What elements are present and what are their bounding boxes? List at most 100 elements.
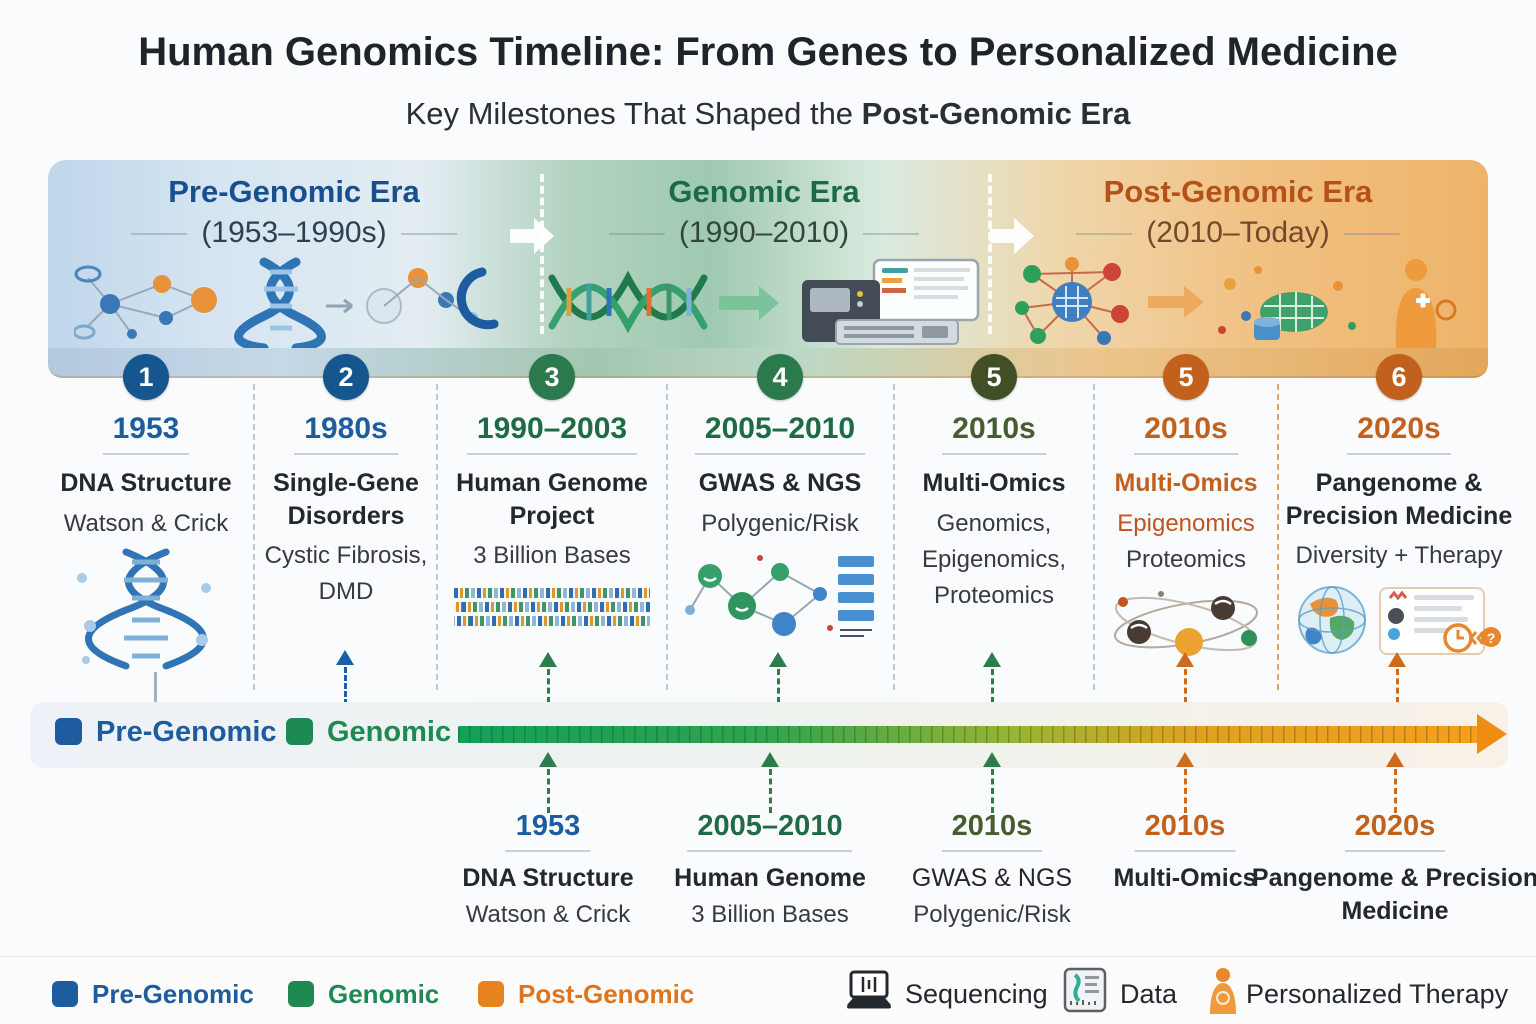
milestone-year: 1980s	[294, 412, 398, 455]
era-transition-arrow-icon	[990, 218, 1034, 254]
bottom-year: 1953	[505, 810, 591, 852]
milestone-title: Multi-Omics	[1114, 469, 1258, 497]
connector-up-arrow	[539, 652, 557, 703]
legend-label-personalized-therapy: Personalized Therapy	[1246, 979, 1509, 1009]
bottom-label-multi-omics: 2010s Multi-Omics	[1113, 810, 1256, 895]
milestone-sub: Polygenic/Risk	[701, 509, 859, 537]
milestone-title: Single-Gene Disorders	[273, 469, 419, 530]
milestone-year: 2010s	[1134, 412, 1238, 455]
legend-label-genomic: Genomic	[328, 979, 440, 1009]
molecules-dna-illustration	[74, 257, 499, 352]
omics-network-patient-illustration	[1015, 257, 1457, 348]
genome-barcode-illustration	[444, 588, 660, 626]
era-name: Post-Genomic Era	[1103, 174, 1373, 209]
milestone-number-badge: 1	[123, 354, 169, 400]
era-post-genomic: Post-Genomic Era (2010–Today)	[988, 160, 1488, 348]
bottom-label-pangenome: 2020s Pangenome & Precision Medicine	[1250, 810, 1536, 927]
era-divider	[540, 174, 544, 334]
bottom-title: DNA Structure	[462, 864, 634, 892]
personalized-therapy-person-icon	[1210, 968, 1236, 1014]
milestone-multi-omics-green: 5 2010s Multi-Omics Genomics, Epigenomic…	[900, 354, 1088, 614]
milestone-year: 2010s	[942, 412, 1046, 455]
milestone-sub: Watson & Crick	[63, 509, 229, 537]
page-subtitle: Key Milestones That Shaped the Post-Geno…	[0, 96, 1536, 132]
bottom-title: Pangenome & Precision Medicine	[1251, 864, 1536, 925]
decor-line	[131, 233, 188, 236]
milestone-sub: Proteomics	[933, 581, 1055, 609]
legend-label-sequencing: Sequencing	[905, 979, 1048, 1009]
column-divider	[1093, 384, 1095, 690]
bottom-label-dna-structure: 1953 DNA Structure Watson & Crick	[462, 810, 633, 929]
globe-icon	[1298, 586, 1366, 654]
milestone-number-badge: 6	[1376, 354, 1422, 400]
connector-up-arrow	[1176, 652, 1194, 703]
milestone-title: Human Genome Project	[456, 469, 648, 530]
era-dates-text: (1990–2010)	[678, 216, 850, 249]
era-transition-arrow-icon	[510, 218, 554, 254]
column-divider	[893, 384, 895, 690]
milestone-number-badge: 5	[971, 354, 1017, 400]
milestone-title: Multi-Omics	[922, 469, 1066, 497]
milestone-sub: Epigenomics,	[921, 545, 1067, 573]
bottom-sub: Watson & Crick	[465, 900, 631, 928]
legend-swatch-genomic	[288, 981, 314, 1007]
era-dates: (1953–1990s)	[48, 216, 540, 250]
milestone-title: Pangenome & Precision Medicine	[1285, 469, 1513, 530]
bottom-title: GWAS & NGS	[911, 864, 1073, 892]
milestone-dna-structure: 1 1953 DNA Structure Watson & Crick	[40, 354, 252, 681]
connector-up-arrow	[983, 752, 1001, 813]
data-tablet-icon	[1063, 967, 1107, 1013]
bottom-title: Multi-Omics	[1113, 864, 1257, 892]
era-band: Pre-Genomic Era (1953–1990s)	[48, 160, 1488, 352]
bottom-label-human-genome: 2005–2010 Human Genome 3 Billion Bases	[674, 810, 866, 929]
page-title: Human Genomics Timeline: From Genes to P…	[138, 30, 1398, 74]
timeline-arrow-shaft	[458, 726, 1480, 743]
column-divider	[1277, 384, 1279, 690]
milestone-sub: 3 Billion Bases	[473, 542, 631, 569]
bottom-sub: Polygenic/Risk	[913, 900, 1071, 928]
legend-swatch-post-genomic	[478, 981, 504, 1007]
decor-line	[1076, 233, 1133, 236]
question-mark-glyph: ?	[1487, 630, 1496, 646]
legend-label-pre-genomic: Pre-Genomic	[96, 716, 277, 748]
connector-up-arrow	[1386, 752, 1404, 813]
connector-up-arrow	[769, 652, 787, 703]
decor-line	[400, 233, 457, 236]
column-divider	[436, 384, 438, 690]
bottom-year: 2020s	[1344, 810, 1446, 852]
legend-label-pre-genomic: Pre-Genomic	[92, 979, 254, 1009]
subtitle-prefix: Key Milestones That Shaped the	[405, 96, 862, 131]
milestone-title: DNA Structure	[60, 469, 232, 497]
legend-swatch-pre-genomic	[52, 981, 78, 1007]
connector-up-arrow	[761, 752, 779, 813]
connector-up-arrow	[539, 752, 557, 813]
dna-sequencer-illustration	[548, 258, 980, 345]
bottom-year: 2005–2010	[687, 810, 853, 852]
connector-up-arrow	[1388, 652, 1406, 703]
era-pre-genomic: Pre-Genomic Era (1953–1990s)	[48, 160, 540, 352]
era-dates-text: (1953–1990s)	[201, 216, 387, 249]
milestone-year: 2020s	[1347, 412, 1451, 455]
column-divider	[253, 384, 255, 690]
era-dates: (1990–2010)	[540, 216, 988, 250]
milestone-sub: Genomics,	[936, 509, 1052, 537]
era-name: Genomic Era	[668, 174, 860, 209]
milestone-number-badge: 2	[323, 354, 369, 400]
era-dates: (2010–Today)	[988, 216, 1488, 250]
bottom-year: 2010s	[941, 810, 1043, 852]
milestone-year: 1953	[102, 412, 190, 455]
bottom-sub: 3 Billion Bases	[691, 900, 849, 928]
milestone-year: 2005–2010	[694, 412, 866, 455]
connector-up-arrow	[336, 650, 354, 705]
milestone-title: GWAS & NGS	[698, 469, 862, 497]
column-divider	[666, 384, 668, 690]
milestone-human-genome-project: 3 1990–2003 Human Genome Project 3 Billi…	[444, 354, 660, 630]
subtitle-bold: Post-Genomic Era	[861, 96, 1131, 131]
milestone-gwas-ngs: 4 2005–2010 GWAS & NGS Polygenic/Risk	[672, 354, 888, 647]
bottom-label-gwas-ngs: 2010s GWAS & NGS Polygenic/Risk	[912, 810, 1072, 929]
decor-line	[863, 233, 920, 236]
footer-legend: Pre-Genomic Genomic Post-Genomic Sequenc…	[0, 956, 1536, 1024]
connector-up-arrow	[1176, 752, 1194, 813]
legend-label-genomic: Genomic	[327, 716, 452, 748]
legend-swatch-pre-genomic	[55, 718, 82, 745]
